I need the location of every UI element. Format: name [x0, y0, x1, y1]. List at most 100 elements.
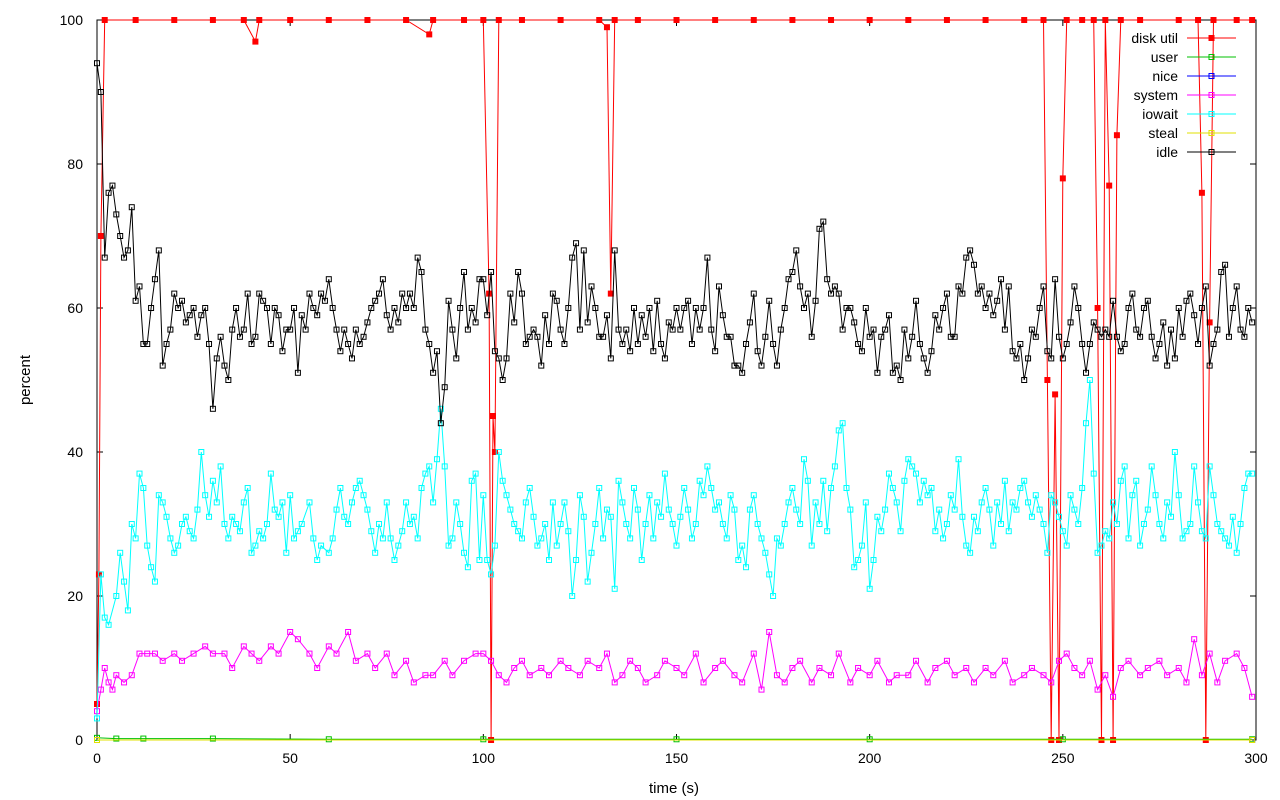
data-point-iowait [291, 535, 298, 542]
data-point-idle [658, 341, 665, 347]
legend-marker-system [1208, 92, 1215, 98]
data-point-system [1040, 672, 1047, 679]
data-point-idle [488, 269, 495, 275]
data-point-iowait [287, 492, 294, 499]
data-point-idle [1113, 333, 1120, 340]
data-point-system [1110, 693, 1117, 700]
data-point-system [538, 665, 545, 671]
data-point-system [1191, 636, 1198, 643]
data-point-iowait [1249, 470, 1256, 477]
data-point-disk-util [1063, 17, 1070, 23]
data-point-iowait [650, 535, 657, 542]
data-point-idle [1005, 283, 1012, 290]
data-point-disk-util [1175, 17, 1182, 23]
data-point-idle [534, 333, 541, 340]
data-point-iowait [673, 542, 680, 549]
data-point-idle [704, 254, 711, 261]
data-point-iowait [403, 499, 410, 506]
data-point-idle [1179, 333, 1186, 340]
data-point-iowait [236, 528, 243, 535]
legend-label-nice: nice [1152, 68, 1178, 84]
data-point-system [430, 672, 437, 679]
data-point-idle [511, 319, 518, 326]
data-point-iowait [1148, 463, 1155, 470]
data-point-idle [472, 319, 479, 326]
series-system [94, 629, 1256, 715]
data-point-idle [549, 290, 556, 297]
data-point-iowait [584, 578, 591, 585]
data-point-idle [619, 341, 626, 347]
data-point-idle [951, 333, 958, 340]
legend-label-idle: idle [1156, 144, 1178, 160]
data-point-idle [688, 341, 695, 347]
data-point-idle [406, 290, 413, 297]
data-point-iowait [1179, 535, 1186, 542]
data-point-disk-util [489, 413, 496, 419]
data-point-idle [410, 305, 417, 311]
data-point-idle [920, 355, 927, 362]
data-point-iowait [746, 506, 753, 513]
data-point-iowait [855, 557, 862, 563]
data-point-iowait [1017, 485, 1024, 491]
data-point-system [739, 679, 746, 686]
data-point-system [518, 657, 525, 664]
y-tick-label: 40 [67, 444, 83, 460]
data-point-idle [897, 377, 904, 383]
data-point-system [557, 657, 564, 664]
data-point-iowait [1052, 499, 1059, 506]
data-point-iowait [1156, 521, 1163, 527]
data-point-idle [584, 319, 591, 326]
data-point-iowait [1198, 528, 1205, 535]
data-point-iowait [387, 535, 394, 542]
data-point-iowait [534, 542, 541, 549]
data-point-idle [376, 290, 383, 297]
data-point-idle [337, 348, 344, 355]
data-point-iowait [538, 535, 545, 542]
data-point-system [1086, 657, 1093, 664]
y-tick-label: 80 [67, 156, 83, 172]
data-point-idle [1160, 319, 1167, 326]
plot-border [96, 19, 1257, 741]
data-point-iowait [1210, 492, 1217, 499]
data-point-system [1028, 665, 1035, 671]
data-point-iowait [557, 521, 564, 527]
data-point-iowait [978, 499, 985, 506]
data-point-idle [476, 276, 483, 283]
data-point-idle [580, 247, 587, 254]
data-point-idle [739, 369, 746, 376]
data-point-disk-util [1052, 391, 1059, 398]
data-point-idle [117, 233, 124, 239]
data-point-iowait [1009, 499, 1016, 506]
data-point-idle [101, 254, 108, 261]
data-point-disk-util [611, 17, 618, 23]
data-point-disk-util [325, 17, 332, 23]
data-point-iowait [1025, 499, 1032, 506]
y-tick-label: 0 [75, 732, 83, 748]
data-point-system [789, 665, 796, 671]
data-point-iowait [982, 485, 989, 491]
data-point-iowait [1013, 506, 1020, 513]
data-point-system [855, 665, 862, 671]
data-point-iowait [414, 535, 421, 542]
data-point-idle [1206, 362, 1213, 369]
data-point-idle [94, 60, 100, 67]
data-point-iowait [1090, 470, 1097, 477]
data-point-idle [291, 305, 298, 311]
data-point-idle [345, 341, 352, 347]
data-point-idle [1063, 341, 1070, 347]
data-point-iowait [661, 470, 668, 477]
data-point-idle [1121, 341, 1128, 347]
data-point-disk-util [1249, 17, 1256, 23]
data-point-iowait [723, 535, 730, 542]
data-point-idle [943, 290, 950, 297]
data-point-iowait [932, 528, 939, 535]
data-point-idle [480, 276, 487, 283]
data-point-idle [329, 305, 336, 311]
data-point-idle [256, 290, 263, 297]
data-point-iowait [998, 521, 1005, 527]
data-point-idle [159, 362, 166, 369]
data-point-iowait [256, 528, 263, 535]
data-point-disk-util [828, 17, 835, 23]
data-point-idle [932, 312, 939, 319]
data-point-iowait [797, 521, 804, 527]
